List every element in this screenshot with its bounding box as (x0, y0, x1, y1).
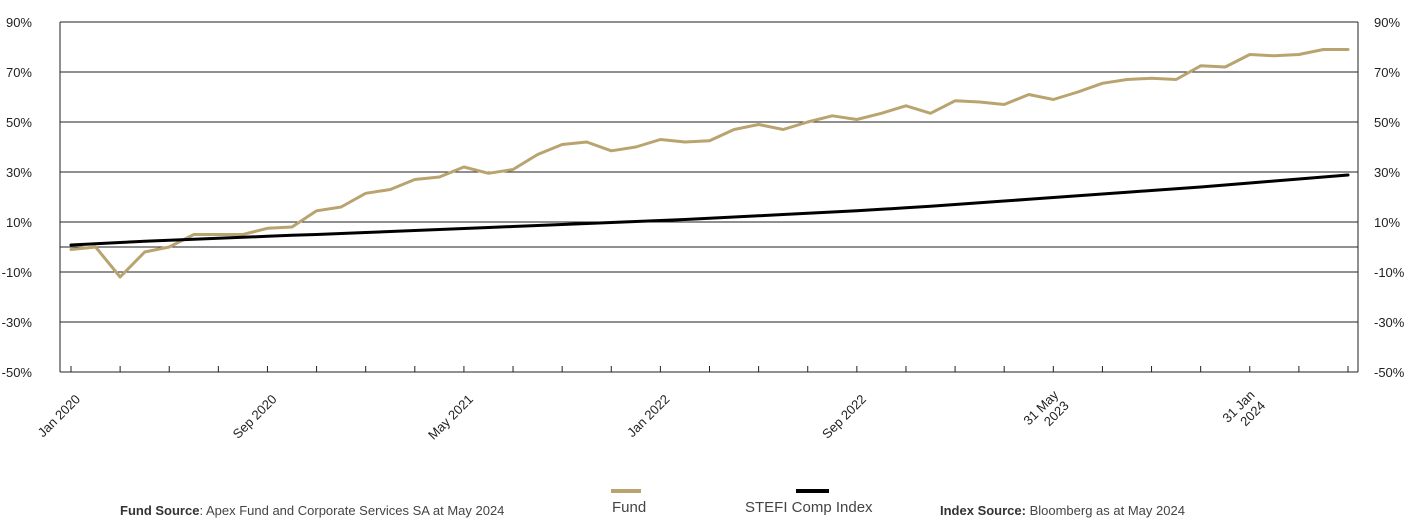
legend-swatch-fund (611, 489, 641, 493)
legend-label-index: STEFI Comp Index (745, 499, 873, 516)
y-tick-label-right: -30% (1374, 315, 1405, 330)
x-tick-label-line: Sep 2022 (819, 392, 869, 442)
y-tick-label-right: 90% (1374, 15, 1400, 30)
y-tick-label-right: 30% (1374, 165, 1400, 180)
fund-source-text: : Apex Fund and Corporate Services SA at… (199, 503, 505, 518)
series-line-fund (69, 48, 1350, 279)
line-chart: 90% 90% 70% 70% 50% 50% 30% 30% 10% 10% -10% -10% -3… (2, 15, 1405, 443)
x-tick-label-line: Jan 2020 (35, 392, 83, 440)
x-tick-label-line: Sep 2020 (230, 392, 280, 442)
legend-label-fund: Fund (612, 499, 647, 516)
x-tick-label: 31 May2023 (1020, 387, 1072, 439)
x-tick-label-line: May 2021 (425, 392, 476, 443)
y-tick-label-right: -50% (1374, 365, 1405, 380)
x-tick-label: May 2021 (425, 392, 476, 443)
index-source-label: Index Source: (940, 503, 1026, 518)
y-tick-label-right: -10% (1374, 265, 1405, 280)
y-tick-label-left: -10% (2, 265, 33, 280)
y-tick-label-right: 70% (1374, 65, 1400, 80)
x-tick-label-line: Jan 2022 (624, 392, 672, 440)
x-tick-label: Sep 2022 (819, 392, 869, 442)
fund-source-label: Fund Source (120, 503, 200, 518)
y-tick-label-right: 50% (1374, 115, 1400, 130)
y-tick-label-right: 10% (1374, 215, 1400, 230)
y-tick-label-left: 50% (6, 115, 32, 130)
y-tick-label-left: 30% (6, 165, 32, 180)
y-tick-label-left: 90% (6, 15, 32, 30)
fund-source-note: Fund Source: Apex Fund and Corporate Ser… (120, 503, 504, 518)
index-source-text: Bloomberg as at May 2024 (1025, 503, 1185, 518)
index-source-note: Index Source: Bloomberg as at May 2024 (940, 503, 1185, 518)
legend-swatch-index (796, 489, 829, 493)
y-tick-label-left: 70% (6, 65, 32, 80)
x-tick-label: Jan 2022 (624, 392, 672, 440)
x-tick-label: 31 Jan2024 (1219, 387, 1268, 436)
y-tick-label-left: 10% (6, 215, 32, 230)
x-tick-label: Sep 2020 (230, 392, 280, 442)
x-tick-label: Jan 2020 (35, 392, 83, 440)
y-tick-label-left: -30% (2, 315, 33, 330)
y-tick-label-left: -50% (2, 365, 33, 380)
series-line-index (69, 173, 1350, 247)
